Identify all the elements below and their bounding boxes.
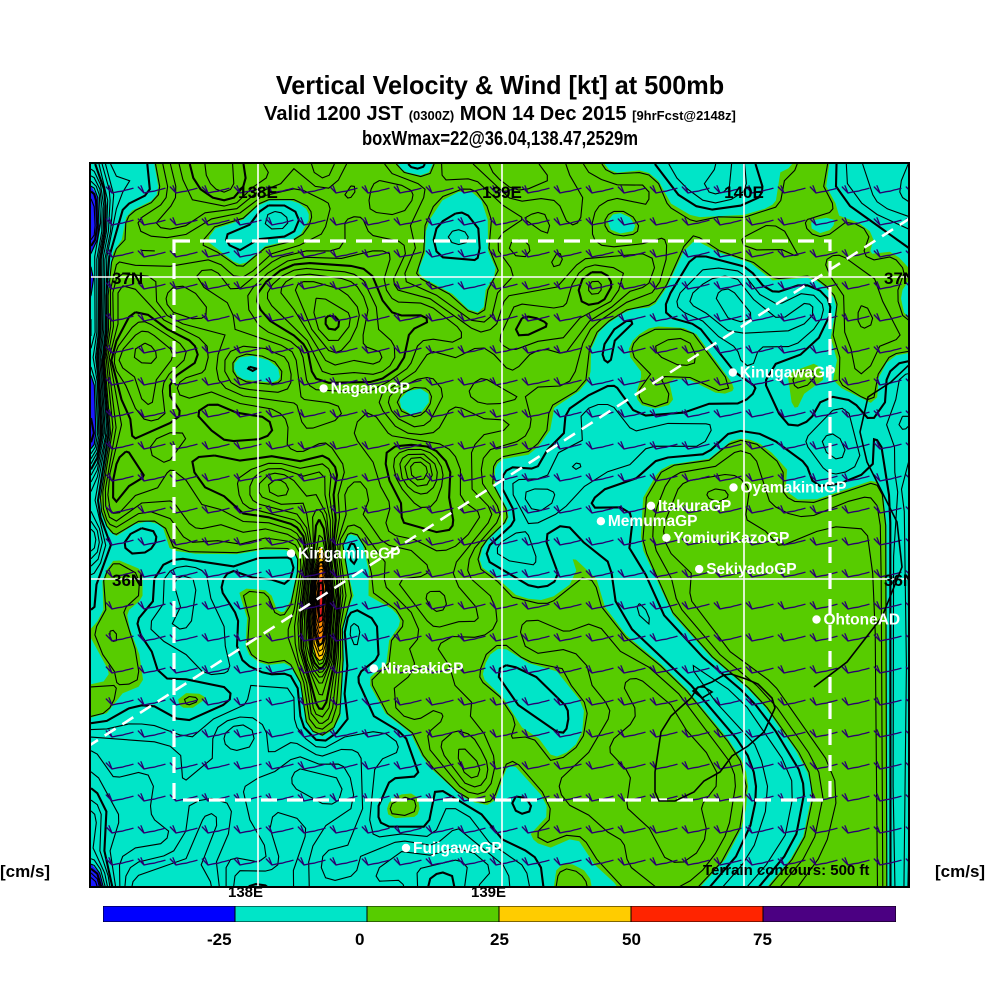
svg-text:OyamakinuGP: OyamakinuGP — [741, 480, 847, 497]
svg-text:36N: 36N — [884, 571, 910, 590]
svg-text:YomiuriKazoGP: YomiuriKazoGP — [673, 530, 789, 547]
svg-text:140E: 140E — [724, 183, 764, 202]
svg-text:37N: 37N — [112, 269, 143, 288]
svg-text:NirasakiGP: NirasakiGP — [381, 661, 464, 678]
svg-text:OhtoneAD: OhtoneAD — [824, 612, 901, 629]
svg-text:SekiyadoGP: SekiyadoGP — [706, 561, 796, 578]
svg-text:MemumaGP: MemumaGP — [608, 513, 698, 530]
svg-text:FujigawaGP: FujigawaGP — [413, 840, 502, 857]
svg-text:138E: 138E — [238, 183, 278, 202]
svg-text:36N: 36N — [112, 571, 143, 590]
svg-text:KirigamineGP: KirigamineGP — [298, 545, 401, 562]
svg-text:KinugawaGP: KinugawaGP — [740, 365, 836, 382]
svg-text:NaganoGP: NaganoGP — [331, 380, 410, 397]
svg-text:139E: 139E — [482, 183, 522, 202]
svg-text:37N: 37N — [884, 269, 910, 288]
